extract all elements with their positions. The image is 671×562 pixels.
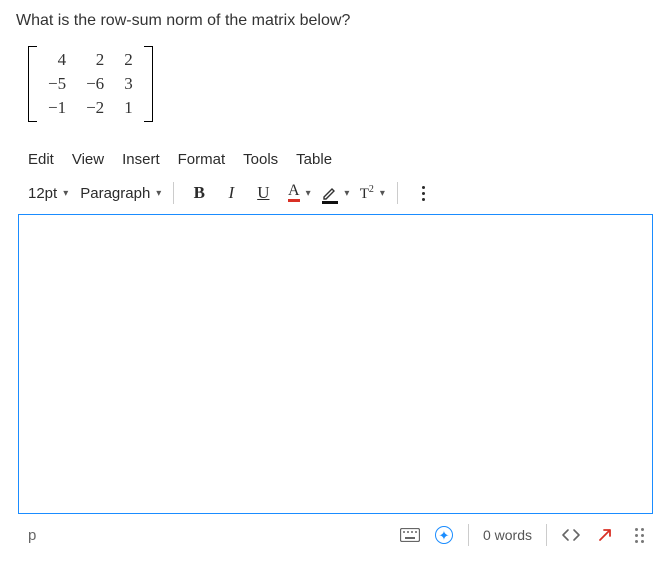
menu-tools[interactable]: Tools bbox=[243, 151, 278, 168]
menu-insert[interactable]: Insert bbox=[122, 151, 160, 168]
text-color-icon: A bbox=[288, 184, 300, 202]
menu-edit[interactable]: Edit bbox=[28, 151, 54, 168]
keyboard-icon[interactable] bbox=[400, 525, 420, 545]
highlight-icon bbox=[322, 185, 338, 201]
editor-statusbar: p ✦ 0 words bbox=[16, 514, 655, 546]
editor-menubar: Edit View Insert Format Tools Table bbox=[16, 145, 655, 176]
highlight-color-button[interactable]: ▾ bbox=[322, 180, 349, 206]
toolbar-divider bbox=[173, 182, 174, 204]
question-text: What is the row-sum norm of the matrix b… bbox=[16, 12, 655, 30]
chevron-down-icon: ▾ bbox=[380, 188, 385, 199]
superscript-icon: T2 bbox=[360, 184, 374, 203]
fullscreen-icon[interactable] bbox=[595, 525, 615, 545]
matrix-row: 4 2 2 bbox=[38, 48, 143, 72]
chevron-down-icon: ▾ bbox=[156, 188, 161, 199]
chevron-down-icon: ▾ bbox=[63, 188, 68, 199]
word-count: 0 words bbox=[483, 527, 532, 543]
underline-icon: U bbox=[257, 183, 269, 203]
superscript-button[interactable]: T2 ▾ bbox=[359, 180, 385, 206]
menu-table[interactable]: Table bbox=[296, 151, 332, 168]
text-color-button[interactable]: A ▾ bbox=[286, 180, 312, 206]
menu-format[interactable]: Format bbox=[178, 151, 226, 168]
paragraph-label: Paragraph bbox=[80, 185, 150, 202]
resize-grip[interactable] bbox=[629, 525, 649, 545]
menu-view[interactable]: View bbox=[72, 151, 104, 168]
matrix-cell: −2 bbox=[76, 96, 114, 120]
matrix-cell: −5 bbox=[38, 72, 76, 96]
toolbar-divider bbox=[397, 182, 398, 204]
underline-button[interactable]: U bbox=[250, 180, 276, 206]
matrix-cell: 3 bbox=[114, 72, 143, 96]
more-vertical-icon bbox=[418, 182, 429, 205]
matrix-cell: −1 bbox=[38, 96, 76, 120]
matrix-cell: −6 bbox=[76, 72, 114, 96]
bold-icon: B bbox=[194, 183, 205, 203]
matrix: 4 2 2 −5 −6 3 −1 −2 1 bbox=[28, 46, 153, 122]
chevron-down-icon: ▾ bbox=[306, 188, 311, 199]
italic-icon: I bbox=[228, 183, 234, 203]
statusbar-divider bbox=[546, 524, 547, 546]
editor-textarea[interactable] bbox=[18, 214, 653, 514]
matrix-row: −5 −6 3 bbox=[38, 72, 143, 96]
italic-button[interactable]: I bbox=[218, 180, 244, 206]
code-view-icon[interactable] bbox=[561, 525, 581, 545]
more-button[interactable] bbox=[410, 180, 436, 206]
editor-toolbar: 12pt ▾ Paragraph ▾ B I U A ▾ ▾ T2 ▾ bbox=[16, 176, 655, 214]
matrix-row: −1 −2 1 bbox=[38, 96, 143, 120]
matrix-cell: 1 bbox=[114, 96, 143, 120]
matrix-cell: 4 bbox=[38, 48, 76, 72]
element-path[interactable]: p bbox=[22, 527, 36, 544]
font-size-select[interactable]: 12pt ▾ bbox=[28, 180, 68, 206]
chevron-down-icon: ▾ bbox=[344, 188, 349, 199]
accessibility-icon[interactable]: ✦ bbox=[434, 525, 454, 545]
matrix-cell: 2 bbox=[76, 48, 114, 72]
matrix-cell: 2 bbox=[114, 48, 143, 72]
statusbar-divider bbox=[468, 524, 469, 546]
bold-button[interactable]: B bbox=[186, 180, 212, 206]
font-size-label: 12pt bbox=[28, 185, 57, 202]
paragraph-select[interactable]: Paragraph ▾ bbox=[80, 180, 161, 206]
